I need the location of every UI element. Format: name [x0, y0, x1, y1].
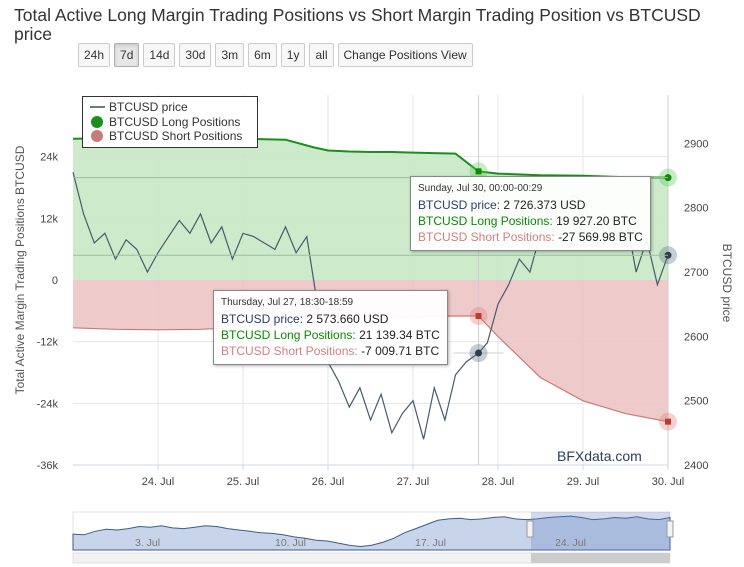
- range-button-change-positions-view[interactable]: Change Positions View: [337, 43, 473, 67]
- navigator-tick-label: 3. Jul: [135, 537, 160, 549]
- legend-line-icon: [89, 106, 105, 109]
- navigator-handle-left: [526, 520, 534, 538]
- legend-label: BTCUSD Short Positions: [109, 129, 243, 144]
- hover-long-marker: [475, 168, 482, 175]
- x-tick-label: 27. Jul: [397, 476, 429, 488]
- tooltip-long-label: BTCUSD Long Positions: [418, 214, 550, 228]
- legend-dot-icon: [89, 115, 105, 128]
- y-right-tick-label: 2900: [684, 138, 708, 150]
- x-tick-label: 26. Jul: [312, 476, 344, 488]
- legend-item[interactable]: BTCUSD Short Positions: [89, 129, 257, 144]
- navigator-tick-label: 17. Jul: [415, 537, 446, 549]
- range-selector: 24h 7d 14d 30d 3m 6m 1y all Change Positions Vie…: [78, 43, 473, 67]
- watermark-text: BFXdata.com: [557, 448, 642, 464]
- x-tick-label: 25. Jul: [227, 476, 259, 488]
- tooltip-short-label: BTCUSD Short Positions: [221, 344, 355, 358]
- x-tick-label: 29. Jul: [567, 476, 599, 488]
- navigator-selection: [531, 512, 670, 550]
- navigator-tick-label: 24. Jul: [555, 537, 586, 549]
- tooltip-price-label: BTCUSD price: [221, 312, 300, 326]
- y-left-axis-title: Total Active Margin Trading Positions BT…: [13, 145, 27, 394]
- chart-legend: BTCUSD price BTCUSD Long Positions BTCUSD …: [82, 96, 258, 148]
- range-button-1y[interactable]: 1y: [280, 43, 306, 67]
- chart-title: Total Active Long Margin Trading Positio…: [14, 5, 701, 44]
- legend-item[interactable]: BTCUSD Long Positions: [89, 115, 257, 130]
- range-button-24h[interactable]: 24h: [78, 43, 111, 67]
- tooltip-short-value: -27 569.98 BTC: [558, 230, 643, 244]
- tooltip-long-value: 19 927.20 BTC: [556, 214, 637, 228]
- navigator-series: [72, 515, 671, 551]
- range-button-7d[interactable]: 7d: [114, 43, 140, 67]
- legend-item[interactable]: BTCUSD price: [89, 100, 257, 115]
- hover-price-marker: [475, 349, 483, 357]
- x-tick-label: 30. Jul: [652, 476, 684, 488]
- navigator-tick-label: 10. Jul: [275, 537, 306, 549]
- y-left-tick-label: 12k: [40, 213, 58, 225]
- y-right-axis-title: BTCUSD price: [720, 244, 734, 323]
- tooltip-header: Sunday, Jul 30, 00:00-00:29: [418, 183, 543, 194]
- y-right-tick-label: 2800: [684, 203, 708, 215]
- y-left-tick-label: -36k: [37, 460, 59, 472]
- tooltip-short-value: -7 009.71 BTC: [361, 344, 440, 358]
- navigator-scrollbar-thumb: [531, 553, 670, 563]
- tooltip-header: Thursday, Jul 27, 18:30-18:59: [221, 297, 354, 308]
- tooltip-short-label: BTCUSD Short Positions: [418, 230, 552, 244]
- y-right-tick-label: 2500: [684, 396, 708, 408]
- range-button-30d[interactable]: 30d: [179, 43, 212, 67]
- y-right-tick-label: 2600: [684, 331, 708, 343]
- tooltip-jul-27: Thursday, Jul 27, 18:30-18:59 BTCUSD pri…: [213, 290, 448, 365]
- y-left-tick-label: -12k: [37, 337, 59, 349]
- legend-label: BTCUSD price: [109, 100, 188, 115]
- tooltip-price-label: BTCUSD price: [418, 198, 497, 212]
- y-left-tick-label: 24k: [40, 152, 58, 164]
- hover-short-marker: [475, 313, 482, 320]
- hover-short-marker: [665, 418, 671, 425]
- range-button-6m[interactable]: 6m: [248, 43, 277, 67]
- range-button-14d[interactable]: 14d: [143, 43, 176, 67]
- tooltip-long-label: BTCUSD Long Positions: [221, 328, 353, 342]
- y-left-tick-label: -24k: [37, 398, 59, 410]
- tooltip-jul-30: Sunday, Jul 30, 00:00-00:29 BTCUSD price…: [410, 176, 651, 251]
- tooltip-long-value: 21 139.34 BTC: [359, 328, 440, 342]
- x-tick-label: 24. Jul: [142, 476, 174, 488]
- range-button-all[interactable]: all: [309, 43, 334, 67]
- legend-dot-icon: [89, 130, 105, 143]
- x-tick-label: 28. Jul: [482, 476, 514, 488]
- y-left-tick-label: 0: [52, 275, 58, 287]
- y-right-tick-label: 2400: [684, 460, 708, 472]
- range-button-3m[interactable]: 3m: [215, 43, 245, 67]
- y-right-tick-label: 2700: [684, 267, 708, 279]
- legend-label: BTCUSD Long Positions: [109, 114, 241, 129]
- tooltip-price-value: 2 573.660 USD: [306, 312, 389, 326]
- navigator-handle-right: [666, 520, 674, 538]
- tooltip-price-value: 2 726.373 USD: [503, 198, 586, 212]
